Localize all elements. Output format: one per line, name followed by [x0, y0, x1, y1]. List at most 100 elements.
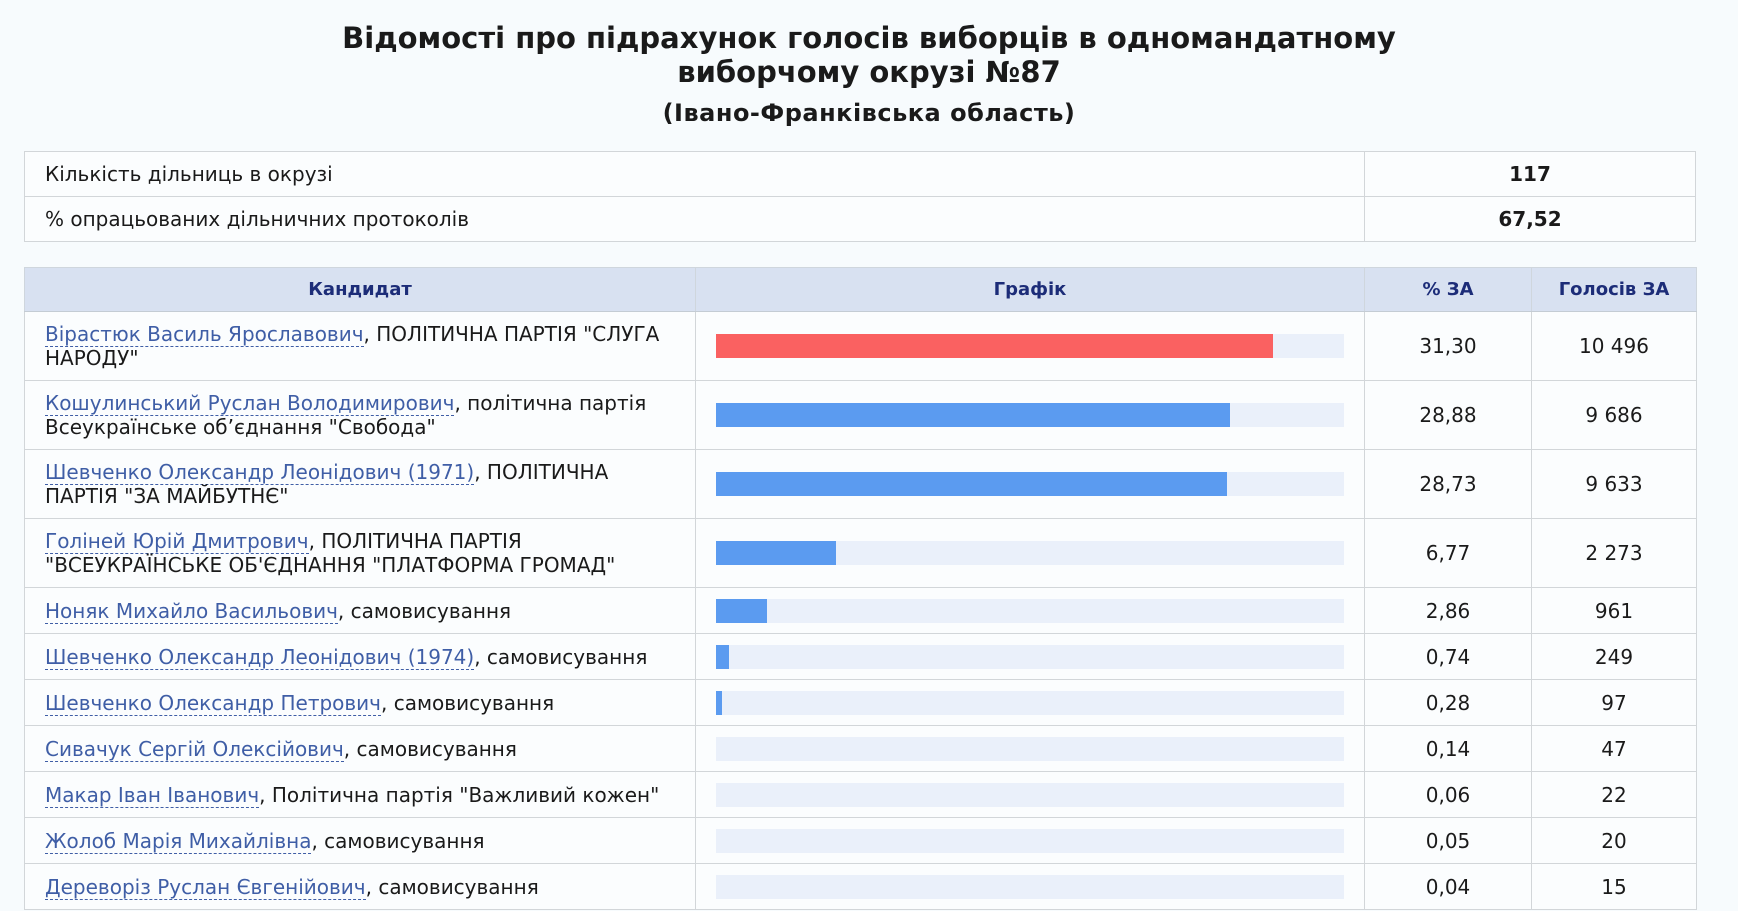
- chart-cell: [695, 863, 1365, 910]
- chart-cell: [695, 771, 1365, 818]
- summary-row: Кількість дільниць в окрузі 117: [24, 151, 1696, 197]
- results-body: Вірастюк Василь Ярославович, ПОЛІТИЧНА П…: [24, 311, 1697, 910]
- title-line-1: Відомості про підрахунок голосів виборці…: [342, 21, 1396, 55]
- votes-cell: 20: [1531, 817, 1697, 864]
- bar-track: [716, 334, 1344, 358]
- vote-bar: [716, 598, 767, 623]
- votes-cell: 961: [1531, 587, 1697, 634]
- percent-cell: 0,04: [1364, 863, 1532, 910]
- candidate-row: Ноняк Михайло Васильович, самовисування 2…: [24, 587, 1697, 634]
- candidate-cell: Ноняк Михайло Васильович, самовисування: [24, 587, 696, 634]
- votes-cell: 10 496: [1531, 311, 1697, 381]
- header-percent: % ЗА: [1364, 267, 1532, 312]
- percent-cell: 0,06: [1364, 771, 1532, 818]
- percent-cell: 0,14: [1364, 725, 1532, 772]
- bar-track: [716, 690, 1344, 715]
- percent-cell: 31,30: [1364, 311, 1532, 381]
- candidate-party: , політична партія Всеукраїнське об’єдна…: [45, 391, 647, 439]
- vote-bar: [716, 644, 729, 669]
- votes-cell: 249: [1531, 633, 1697, 680]
- votes-cell: 9 633: [1531, 449, 1697, 519]
- candidate-row: Дереворіз Руслан Євгенійович, самовисува…: [24, 863, 1697, 910]
- header-votes: Голосів ЗА: [1531, 267, 1697, 312]
- candidate-cell: Вірастюк Василь Ярославович, ПОЛІТИЧНА П…: [24, 311, 696, 381]
- bar-track: [716, 598, 1344, 623]
- candidate-name-link[interactable]: Голіней Юрій Дмитрович: [45, 529, 309, 554]
- percent-cell: 28,88: [1364, 380, 1532, 450]
- vote-bar: [716, 541, 836, 565]
- summary-table: Кількість дільниць в окрузі 117 % опраць…: [24, 151, 1696, 242]
- candidate-cell: Жолоб Марія Михайлівна, самовисування: [24, 817, 696, 864]
- summary-value: 117: [1364, 151, 1696, 197]
- votes-cell: 97: [1531, 679, 1697, 726]
- chart-cell: [695, 633, 1365, 680]
- candidate-name-link[interactable]: Вірастюк Василь Ярославович: [45, 322, 364, 347]
- summary-row: % опрацьованих дільничних протоколів 67,…: [24, 196, 1696, 242]
- candidate-row: Шевченко Олександр Леонідович (1974), са…: [24, 633, 1697, 680]
- summary-value: 67,52: [1364, 196, 1696, 242]
- candidate-party: , ПОЛІТИЧНА ПАРТІЯ "ЗА МАЙБУТНЄ": [45, 460, 609, 508]
- results-header-row: Кандидат Графік % ЗА Голосів ЗА: [24, 267, 1697, 312]
- candidate-cell: Дереворіз Руслан Євгенійович, самовисува…: [24, 863, 696, 910]
- candidate-name-link[interactable]: Ноняк Михайло Васильович: [45, 598, 338, 624]
- header-candidate: Кандидат: [24, 267, 696, 312]
- vote-bar: [716, 403, 1230, 427]
- candidate-row: Жолоб Марія Михайлівна, самовисування 0,0…: [24, 817, 1697, 864]
- candidate-row: Кошулинський Руслан Володимирович, політ…: [24, 380, 1697, 450]
- candidate-name-link[interactable]: Шевченко Олександр Леонідович (1974): [45, 644, 475, 670]
- percent-cell: 2,86: [1364, 587, 1532, 634]
- candidate-party: , самовисування: [343, 736, 517, 761]
- candidate-party: , самовисування: [381, 690, 555, 715]
- bar-track: [716, 782, 1344, 807]
- bar-track: [716, 403, 1344, 427]
- candidate-party: , ПОЛІТИЧНА ПАРТІЯ "СЛУГА НАРОДУ": [45, 322, 660, 370]
- candidate-row: Вірастюк Василь Ярославович, ПОЛІТИЧНА П…: [24, 311, 1697, 381]
- votes-cell: 47: [1531, 725, 1697, 772]
- candidate-row: Шевченко Олександр Леонідович (1971), ПО…: [24, 449, 1697, 519]
- candidate-cell: Сивачук Сергій Олексійович, самовисуванн…: [24, 725, 696, 772]
- percent-cell: 0,28: [1364, 679, 1532, 726]
- vote-bar: [716, 690, 722, 715]
- candidate-party: , самовисування: [474, 644, 648, 669]
- candidate-cell: Кошулинський Руслан Володимирович, політ…: [24, 380, 696, 450]
- candidate-row: Макар Іван Іванович, Політична партія "В…: [24, 771, 1697, 818]
- bar-track: [716, 644, 1344, 669]
- title-line-2: виборчому окрузі №87: [677, 55, 1061, 89]
- candidate-row: Голіней Юрій Дмитрович, ПОЛІТИЧНА ПАРТІЯ…: [24, 518, 1697, 588]
- candidate-party: , ПОЛІТИЧНА ПАРТІЯ "ВСЕУКРАЇНСЬКЕ ОБ'ЄДН…: [45, 529, 616, 577]
- candidate-cell: Шевченко Олександр Леонідович (1974), са…: [24, 633, 696, 680]
- candidate-name-link[interactable]: Жолоб Марія Михайлівна: [45, 828, 312, 854]
- chart-cell: [695, 587, 1365, 634]
- candidate-name-link[interactable]: Сивачук Сергій Олексійович: [45, 736, 344, 762]
- region-subtitle: (Івано-Франківська область): [662, 99, 1076, 127]
- header-chart: Графік: [695, 267, 1365, 312]
- summary-label: % опрацьованих дільничних протоколів: [24, 196, 1365, 242]
- chart-cell: [695, 449, 1365, 519]
- bar-track: [716, 541, 1344, 565]
- summary-label: Кількість дільниць в окрузі: [24, 151, 1365, 197]
- percent-cell: 0,74: [1364, 633, 1532, 680]
- bar-track: [716, 472, 1344, 496]
- candidate-party: , Політична партія "Важливий кожен": [259, 782, 660, 807]
- page-title: Відомості про підрахунок голосів виборці…: [0, 0, 1738, 89]
- bar-track: [716, 874, 1344, 899]
- candidate-row: Шевченко Олександр Петрович, самовисуван…: [24, 679, 1697, 726]
- percent-cell: 0,05: [1364, 817, 1532, 864]
- candidate-name-link[interactable]: Макар Іван Іванович: [45, 782, 260, 808]
- candidate-party: , самовисування: [337, 598, 512, 623]
- candidate-name-link[interactable]: Кошулинський Руслан Володимирович: [45, 391, 455, 416]
- candidate-party: , самовисування: [311, 828, 485, 853]
- candidate-cell: Шевченко Олександр Петрович, самовисуван…: [24, 679, 696, 726]
- vote-bar: [716, 472, 1227, 496]
- bar-track: [716, 828, 1344, 853]
- votes-cell: 22: [1531, 771, 1697, 818]
- candidate-name-link[interactable]: Дереворіз Руслан Євгенійович: [45, 874, 366, 900]
- candidate-party: , самовисування: [365, 874, 539, 899]
- chart-cell: [695, 518, 1365, 588]
- votes-cell: 9 686: [1531, 380, 1697, 450]
- candidate-name-link[interactable]: Шевченко Олександр Леонідович (1971): [45, 460, 475, 485]
- candidate-name-link[interactable]: Шевченко Олександр Петрович: [45, 690, 381, 716]
- results-table: Кандидат Графік % ЗА Голосів ЗА Вірастюк…: [24, 267, 1697, 910]
- chart-cell: [695, 725, 1365, 772]
